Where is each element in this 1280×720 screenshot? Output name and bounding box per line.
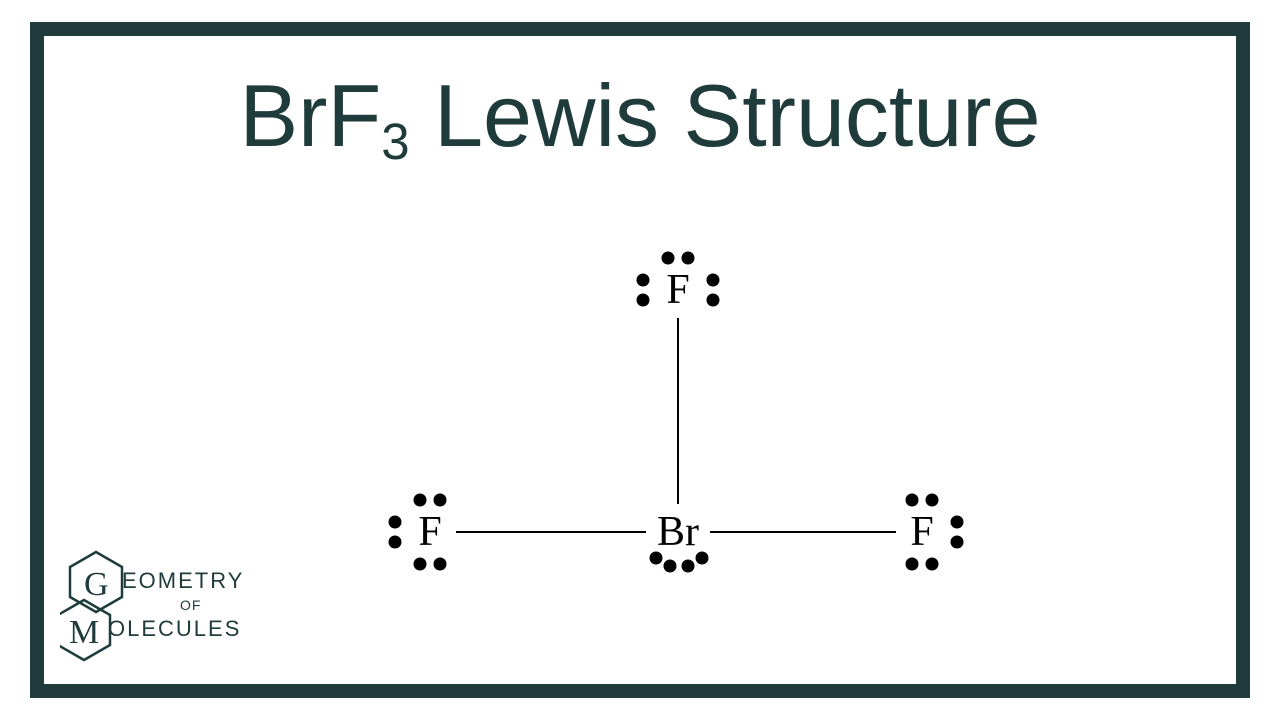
- electron-dot: [434, 558, 447, 571]
- electron-dot: [707, 294, 720, 307]
- electron-dot: [389, 536, 402, 549]
- electron-dot: [682, 560, 695, 573]
- svg-text:G: G: [84, 566, 109, 603]
- electron-dot: [926, 558, 939, 571]
- electron-dot: [414, 494, 427, 507]
- svg-text:OF: OF: [180, 597, 201, 613]
- lewis-structure-diagram: Br F F F: [370, 210, 990, 640]
- atom-F_left: F: [418, 508, 441, 556]
- svg-text:M: M: [69, 614, 99, 651]
- electron-dot: [664, 560, 677, 573]
- bond-Br-F_top: [677, 318, 680, 504]
- electron-dot: [682, 252, 695, 265]
- electron-dot: [906, 494, 919, 507]
- electron-dot: [434, 494, 447, 507]
- page-title: BrF3 Lewis Structure: [239, 65, 1040, 167]
- electron-dot: [951, 536, 964, 549]
- atom-F_right: F: [910, 508, 933, 556]
- electron-dot: [926, 494, 939, 507]
- electron-dot: [637, 294, 650, 307]
- logo-svg: GM EOMETRY OF OLECULES: [60, 538, 290, 678]
- electron-dot: [637, 274, 650, 287]
- electron-dot: [906, 558, 919, 571]
- svg-text:OLECULES: OLECULES: [108, 616, 241, 641]
- bond-Br-F_left: [456, 531, 646, 534]
- electron-dot: [707, 274, 720, 287]
- electron-dot: [650, 552, 663, 565]
- atom-Br: Br: [657, 508, 699, 556]
- bond-Br-F_right: [710, 531, 896, 534]
- svg-text:EOMETRY: EOMETRY: [122, 568, 244, 593]
- electron-dot: [662, 252, 675, 265]
- electron-dot: [696, 552, 709, 565]
- brand-logo: GM EOMETRY OF OLECULES: [60, 538, 290, 678]
- electron-dot: [414, 558, 427, 571]
- electron-dot: [951, 516, 964, 529]
- atom-F_top: F: [666, 266, 689, 314]
- electron-dot: [389, 516, 402, 529]
